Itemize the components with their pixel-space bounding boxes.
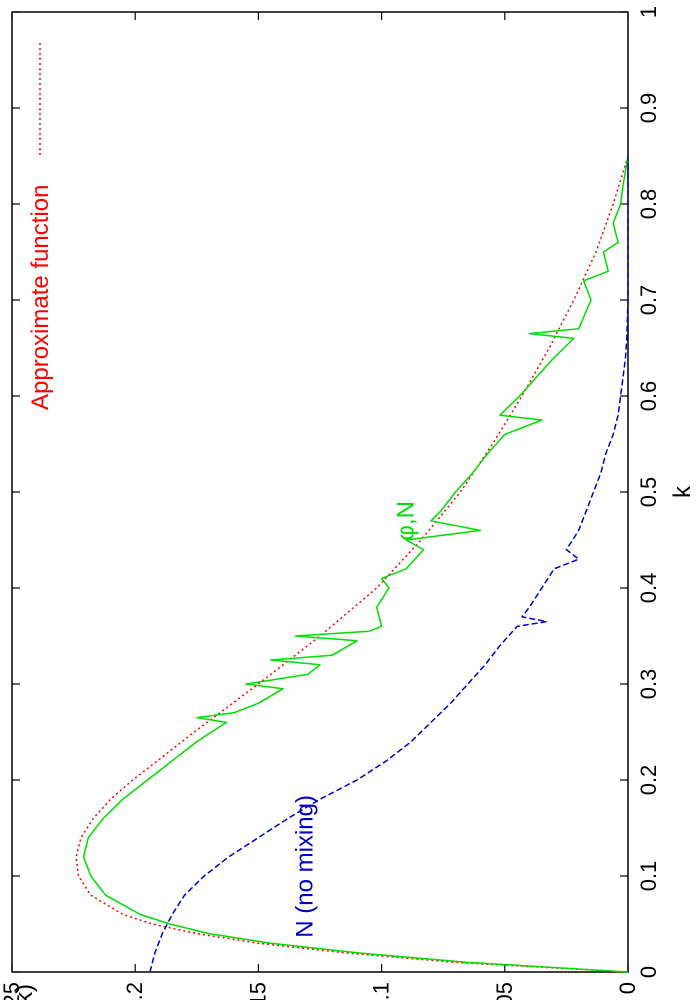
legend-label: Approximate function — [27, 185, 54, 410]
x-tick-label: 0.6 — [636, 381, 661, 412]
y-tick-label: 0.1 — [369, 982, 394, 1000]
plot-frame — [11, 11, 629, 973]
x-tick-label: 1 — [636, 6, 661, 18]
x-tick-label: 0.1 — [636, 861, 661, 892]
annotation-label-1: N (no mixing) — [292, 795, 319, 938]
y-tick-label: 0.2 — [122, 982, 147, 1000]
text-labels: 0 0.1 0.2 0.3 0.4 0.5 0.6 0.7 0.8 0.9 1 0 0.05 0.1 0.1… — [0, 6, 696, 1000]
series-lines — [75, 155, 629, 973]
plot-border — [11, 11, 629, 973]
x-axis-label: k — [669, 485, 696, 498]
series-line-0 — [75, 155, 629, 973]
annotation-label-0: φ,N — [393, 501, 420, 541]
y-tick-label: 0.25 — [0, 982, 24, 1000]
x-tick-label: 0.3 — [636, 669, 661, 700]
y-tick-label: 0.15 — [245, 982, 270, 1000]
series-line-2 — [149, 156, 629, 973]
x-tick-label: 0.7 — [636, 285, 661, 316]
y-tick-label: 0 — [615, 982, 640, 994]
series-line-1 — [82, 155, 629, 973]
x-tick-label: 0.9 — [636, 93, 661, 124]
x-tick-label: 0.4 — [636, 573, 661, 604]
y-tick-label: 0.05 — [492, 982, 517, 1000]
x-tick-label: 0.5 — [636, 477, 661, 508]
x-tick-label: 0.2 — [636, 765, 661, 796]
x-tick-label: 0 — [636, 966, 661, 978]
x-tick-label: 0.8 — [636, 189, 661, 220]
y-axis-label: μ(k) — [11, 984, 38, 1000]
axis-ticks — [11, 11, 629, 973]
